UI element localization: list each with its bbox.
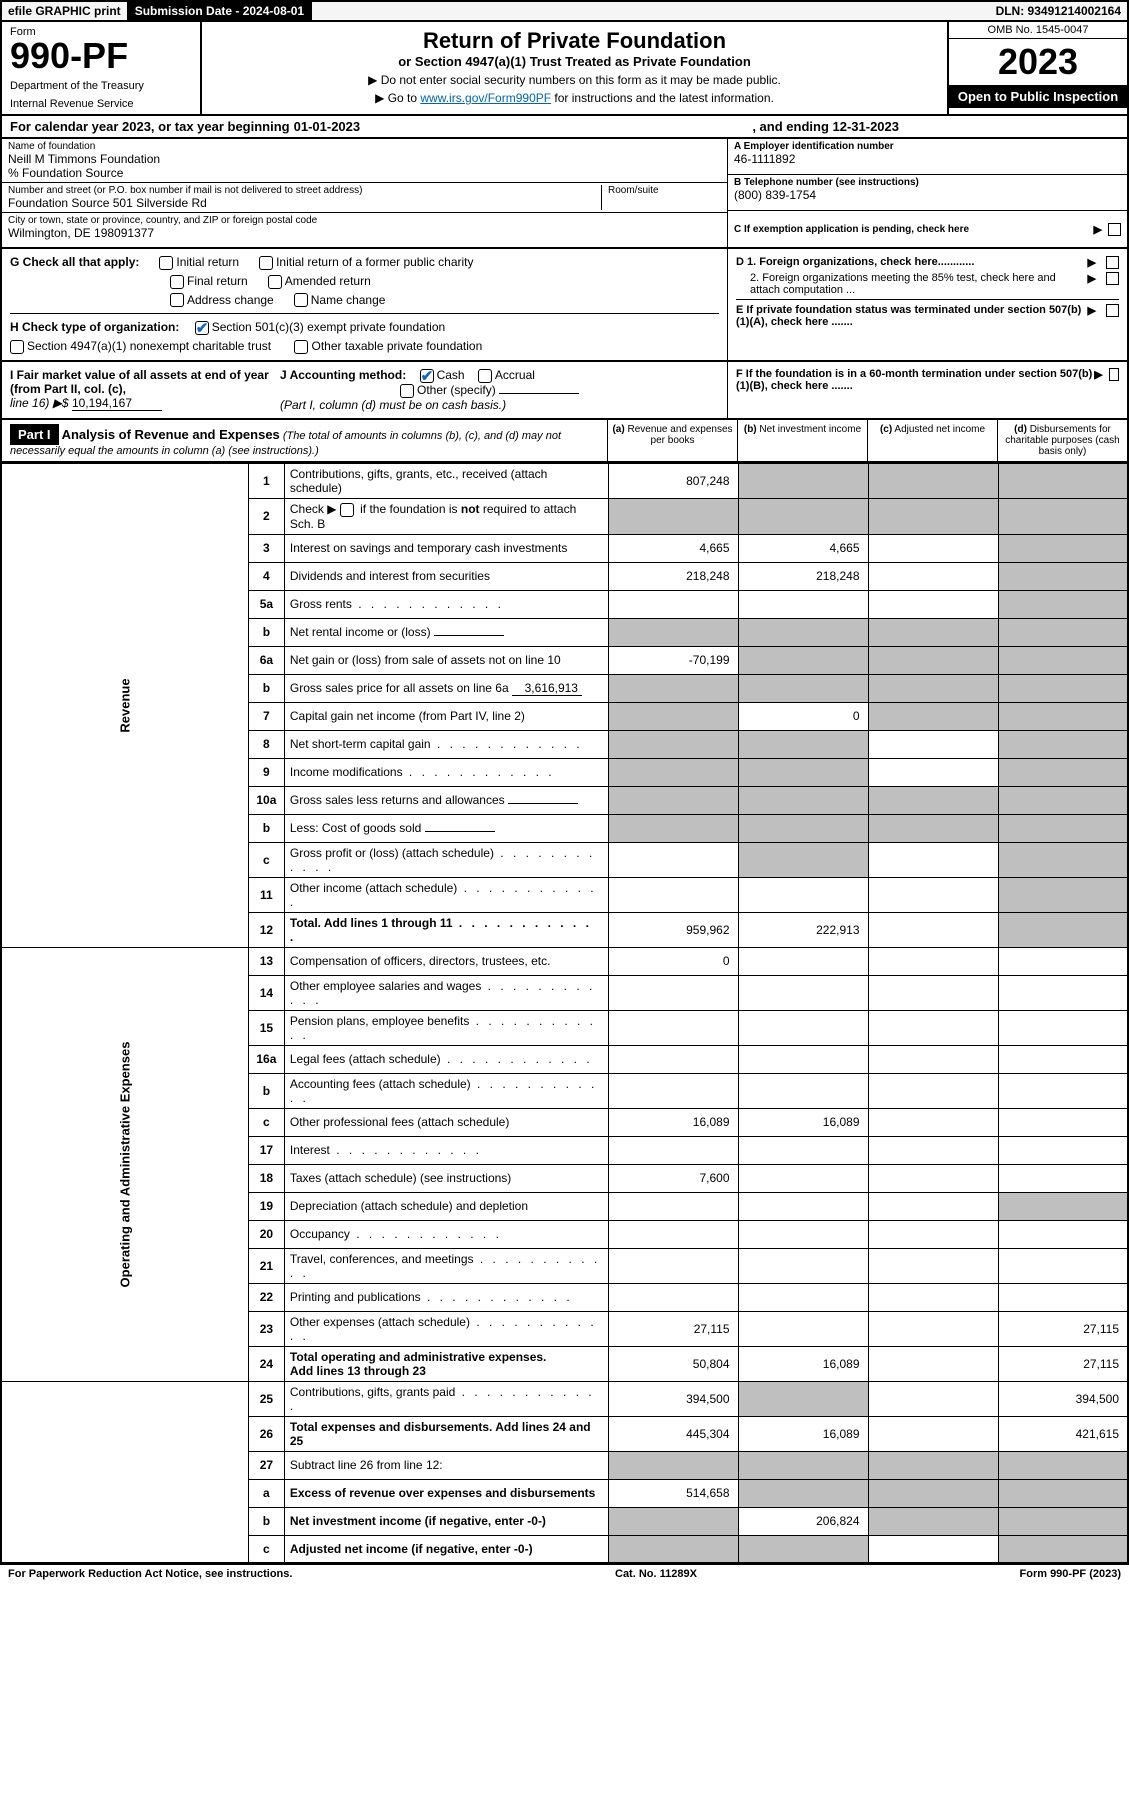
j-block: J Accounting method: Cash Accrual Other …: [270, 368, 719, 412]
footer-mid: Cat. No. 11289X: [615, 1568, 697, 1580]
address: Foundation Source 501 Silverside Rd: [8, 196, 601, 210]
table-row: Revenue 1Contributions, gifts, grants, e…: [1, 463, 1128, 498]
ein-value: 46-1111892: [734, 152, 1121, 166]
col-b-head: (b) Net investment income: [737, 420, 867, 461]
form-number: 990-PF: [10, 38, 192, 74]
section-g-d: G Check all that apply: Initial return I…: [0, 249, 1129, 362]
e-checkbox[interactable]: [1106, 304, 1119, 317]
phone-value: (800) 839-1754: [734, 188, 1121, 202]
section-ijf: I Fair market value of all assets at end…: [0, 362, 1129, 420]
4947-checkbox[interactable]: [10, 340, 24, 354]
header-center: Return of Private Foundation or Section …: [202, 22, 947, 114]
revenue-side: Revenue: [1, 463, 248, 947]
table-row: 25Contributions, gifts, grants paid394,5…: [1, 1381, 1128, 1416]
name-change-checkbox[interactable]: [294, 293, 308, 307]
omb-number: OMB No. 1545-0047: [949, 22, 1127, 39]
final-return-checkbox[interactable]: [170, 275, 184, 289]
f-checkbox[interactable]: [1109, 368, 1119, 381]
d1-row: D 1. Foreign organizations, check here..…: [736, 256, 1119, 269]
amended-return-checkbox[interactable]: [268, 275, 282, 289]
col-d-head: (d) Disbursements for charitable purpose…: [997, 420, 1127, 461]
schb-checkbox[interactable]: [340, 503, 354, 517]
header-left: Form 990-PF Department of the Treasury I…: [2, 22, 202, 114]
city-cell: City or town, state or province, country…: [2, 213, 727, 242]
col-a-head: (a) Revenue and expenses per books: [607, 420, 737, 461]
d-e-block: D 1. Foreign organizations, check here..…: [727, 249, 1127, 360]
note-link: ▶ Go to www.irs.gov/Form990PF for instru…: [212, 91, 937, 105]
f-row: F If the foundation is in a 60-month ter…: [736, 368, 1119, 392]
efile-label[interactable]: efile GRAPHIC print: [2, 2, 129, 20]
foundation-co: % Foundation Source: [8, 166, 721, 180]
i-block: I Fair market value of all assets at end…: [10, 368, 270, 412]
501c3-checkbox[interactable]: [195, 321, 209, 335]
exemption-checkbox[interactable]: [1108, 223, 1121, 236]
part1-header-row: Part I Analysis of Revenue and Expenses …: [0, 420, 1129, 463]
accrual-checkbox[interactable]: [478, 369, 492, 383]
foundation-name: Neill M Timmons Foundation: [8, 152, 721, 166]
footer-left: For Paperwork Reduction Act Notice, see …: [8, 1568, 292, 1580]
form-title: Return of Private Foundation: [212, 28, 937, 54]
part1-badge: Part I: [10, 424, 59, 445]
form-subtitle: or Section 4947(a)(1) Trust Treated as P…: [212, 54, 937, 69]
name-cell: Name of foundation Neill M Timmons Found…: [2, 139, 727, 183]
irs-link[interactable]: www.irs.gov/Form990PF: [420, 91, 551, 105]
address-change-checkbox[interactable]: [170, 293, 184, 307]
dept-treasury: Department of the Treasury: [10, 80, 192, 92]
dept-irs: Internal Revenue Service: [10, 98, 192, 110]
form-header: Form 990-PF Department of the Treasury I…: [0, 22, 1129, 116]
phone-cell: B Telephone number (see instructions) (8…: [728, 175, 1127, 211]
ein-cell: A Employer identification number 46-1111…: [728, 139, 1127, 175]
col-c-head: (c) Adjusted net income: [867, 420, 997, 461]
header-right: OMB No. 1545-0047 2023 Open to Public In…: [947, 22, 1127, 114]
other-method-checkbox[interactable]: [400, 384, 414, 398]
submission-date: Submission Date - 2024-08-01: [129, 2, 312, 20]
info-right: A Employer identification number 46-1111…: [727, 139, 1127, 247]
opex-side: Operating and Administrative Expenses: [1, 947, 248, 1381]
year-begin: 01-01-2023: [294, 119, 361, 134]
footer: For Paperwork Reduction Act Notice, see …: [0, 1564, 1129, 1583]
arrow-icon: ▶: [1094, 223, 1102, 236]
year-end: 12-31-2023: [833, 119, 900, 134]
initial-former-checkbox[interactable]: [259, 256, 273, 270]
dln-label: DLN: 93491214002164: [990, 2, 1127, 20]
ij-left: I Fair market value of all assets at end…: [2, 362, 727, 418]
info-left: Name of foundation Neill M Timmons Found…: [2, 139, 727, 247]
main-table: Revenue 1Contributions, gifts, grants, e…: [0, 463, 1129, 1564]
part1-desc: Part I Analysis of Revenue and Expenses …: [2, 420, 607, 461]
note-ssn: ▶ Do not enter social security numbers o…: [212, 73, 937, 87]
room-label: Room/suite: [608, 185, 721, 196]
initial-return-checkbox[interactable]: [159, 256, 173, 270]
city-state-zip: Wilmington, DE 198091377: [8, 226, 721, 240]
e-row: E If private foundation status was termi…: [736, 299, 1119, 328]
other-taxable-checkbox[interactable]: [294, 340, 308, 354]
g-block: G Check all that apply: Initial return I…: [2, 249, 727, 360]
footer-right: Form 990-PF (2023): [1020, 1568, 1122, 1580]
tax-year: 2023: [949, 39, 1127, 85]
info-block: Name of foundation Neill M Timmons Found…: [0, 139, 1129, 249]
year-end-block: , and ending 12-31-2023: [752, 119, 899, 134]
calendar-year-row: For calendar year 2023, or tax year begi…: [0, 116, 1129, 139]
open-inspection: Open to Public Inspection: [949, 85, 1127, 108]
d2-row: 2. Foreign organizations meeting the 85%…: [736, 272, 1119, 296]
d1-checkbox[interactable]: [1106, 256, 1119, 269]
top-bar: efile GRAPHIC print Submission Date - 20…: [0, 0, 1129, 22]
exemption-cell: C If exemption application is pending, c…: [728, 211, 1127, 247]
d2-checkbox[interactable]: [1106, 272, 1119, 285]
fmv-value: 10,194,167: [72, 396, 162, 411]
f-block: F If the foundation is in a 60-month ter…: [727, 362, 1127, 418]
cash-checkbox[interactable]: [420, 369, 434, 383]
addr-cell: Number and street (or P.O. box number if…: [2, 183, 727, 213]
table-row: Operating and Administrative Expenses 13…: [1, 947, 1128, 975]
h-block: H Check type of organization: Section 50…: [10, 313, 719, 354]
